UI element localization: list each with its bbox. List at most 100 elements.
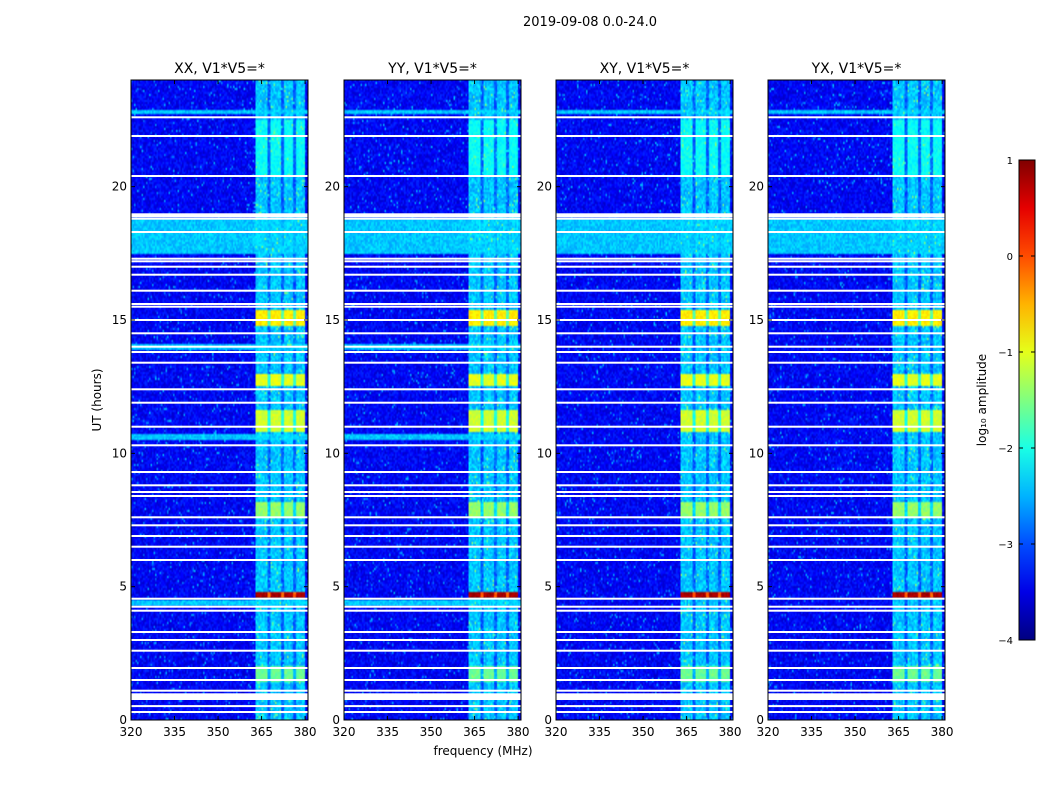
- flagged-row: [556, 559, 733, 561]
- flagged-gap: [344, 693, 521, 700]
- heatmap-image: [768, 80, 945, 720]
- flagged-row: [768, 559, 945, 561]
- flagged-row: [768, 273, 945, 276]
- flagged-row: [131, 260, 308, 263]
- flagged-row: [131, 257, 308, 260]
- flagged-gap: [556, 213, 733, 218]
- x-tick-label: 350: [632, 725, 655, 739]
- flagged-row: [344, 535, 521, 537]
- panel-title: YX, V1*V5=*: [811, 61, 902, 77]
- flagged-row: [556, 273, 733, 276]
- flagged-row: [768, 305, 945, 308]
- flagged-row: [344, 265, 521, 268]
- flagged-row: [556, 711, 733, 713]
- x-tick-label: 380: [294, 725, 317, 739]
- flagged-row: [556, 135, 733, 137]
- flagged-row: [131, 305, 308, 308]
- flagged-row: [344, 332, 521, 335]
- flagged-row: [768, 649, 945, 652]
- y-tick-label: 0: [756, 713, 764, 727]
- heatmap-image: [131, 80, 308, 720]
- flagged-gap: [131, 213, 308, 218]
- flagged-row: [344, 217, 521, 220]
- flagged-row: [344, 649, 521, 652]
- flagged-row: [131, 631, 308, 633]
- flagged-row: [556, 332, 733, 335]
- plot-frame: [130, 79, 309, 721]
- y-tick-label: 15: [537, 313, 552, 327]
- flagged-row: [768, 471, 945, 473]
- flagged-row: [768, 289, 945, 292]
- y-tick-label: 20: [112, 180, 127, 194]
- flagged-row: [768, 545, 945, 548]
- y-tick-label: 10: [112, 446, 127, 460]
- flagged-row: [768, 388, 945, 391]
- flagged-row: [768, 524, 945, 527]
- flagged-row: [556, 217, 733, 220]
- flagged-row: [131, 559, 308, 561]
- flagged-row: [768, 260, 945, 263]
- panel-title: XY, V1*V5=*: [600, 61, 690, 77]
- flagged-row: [131, 535, 308, 537]
- flagged-row: [556, 305, 733, 308]
- colorbar-tick-label: −1: [998, 348, 1013, 359]
- flagged-row: [131, 705, 308, 708]
- x-tick-label: 380: [719, 725, 742, 739]
- flagged-row: [768, 425, 945, 428]
- figure-suptitle: 2019-09-08 0.0-24.0: [523, 15, 657, 30]
- flagged-row: [556, 491, 733, 493]
- flagged-row: [344, 135, 521, 137]
- flagged-row: [768, 231, 945, 233]
- flagged-row: [768, 303, 945, 305]
- flagged-row: [131, 444, 308, 447]
- flagged-row: [768, 351, 945, 353]
- flagged-row: [768, 257, 945, 260]
- x-tick-label: 350: [844, 725, 867, 739]
- flagged-row: [768, 711, 945, 713]
- y-tick-label: 5: [544, 580, 552, 594]
- flagged-row: [768, 217, 945, 220]
- flagged-row: [131, 265, 308, 268]
- flagged-row: [131, 401, 308, 404]
- x-tick-label: 350: [207, 725, 230, 739]
- flagged-row: [131, 524, 308, 527]
- flagged-row: [768, 135, 945, 137]
- y-tick-label: 10: [749, 446, 764, 460]
- x-tick-label: 335: [163, 725, 186, 739]
- flagged-row: [344, 345, 521, 348]
- flagged-row: [344, 559, 521, 561]
- heatmap-image: [344, 80, 521, 720]
- flagged-row: [556, 639, 733, 641]
- x-tick-label: 380: [931, 725, 954, 739]
- flagged-row: [556, 231, 733, 233]
- colorbar-gradient: [1018, 159, 1036, 641]
- flagged-row: [344, 116, 521, 119]
- y-tick-label: 20: [749, 180, 764, 194]
- flagged-row: [556, 116, 733, 119]
- flagged-row: [556, 597, 733, 600]
- panel-title: YY, V1*V5=*: [387, 61, 477, 77]
- flagged-row: [344, 444, 521, 447]
- panel-1: XX, V1*V5=* 320 335 350 365 380 0 5 10 15 20: [112, 61, 317, 739]
- flagged-row: [556, 303, 733, 305]
- flagged-row: [768, 444, 945, 447]
- colorbar-tick-label: 0: [1007, 252, 1013, 263]
- x-tick-label: 365: [463, 725, 486, 739]
- flagged-row: [131, 597, 308, 600]
- flagged-row: [344, 425, 521, 428]
- x-tick-label: 365: [887, 725, 910, 739]
- flagged-row: [131, 679, 308, 681]
- x-tick-label: 335: [800, 725, 823, 739]
- plot-frame: [343, 79, 522, 721]
- flagged-row: [556, 631, 733, 633]
- flagged-row: [768, 319, 945, 321]
- panel-2: YY, V1*V5=* 320 335 350 365 380 0 5 10 15 20: [325, 61, 530, 739]
- flagged-row: [556, 495, 733, 497]
- flagged-row: [556, 516, 733, 519]
- flagged-row: [344, 303, 521, 305]
- y-tick-label: 20: [325, 180, 340, 194]
- y-tick-label: 5: [756, 580, 764, 594]
- flagged-row: [344, 289, 521, 292]
- flagged-row: [131, 303, 308, 305]
